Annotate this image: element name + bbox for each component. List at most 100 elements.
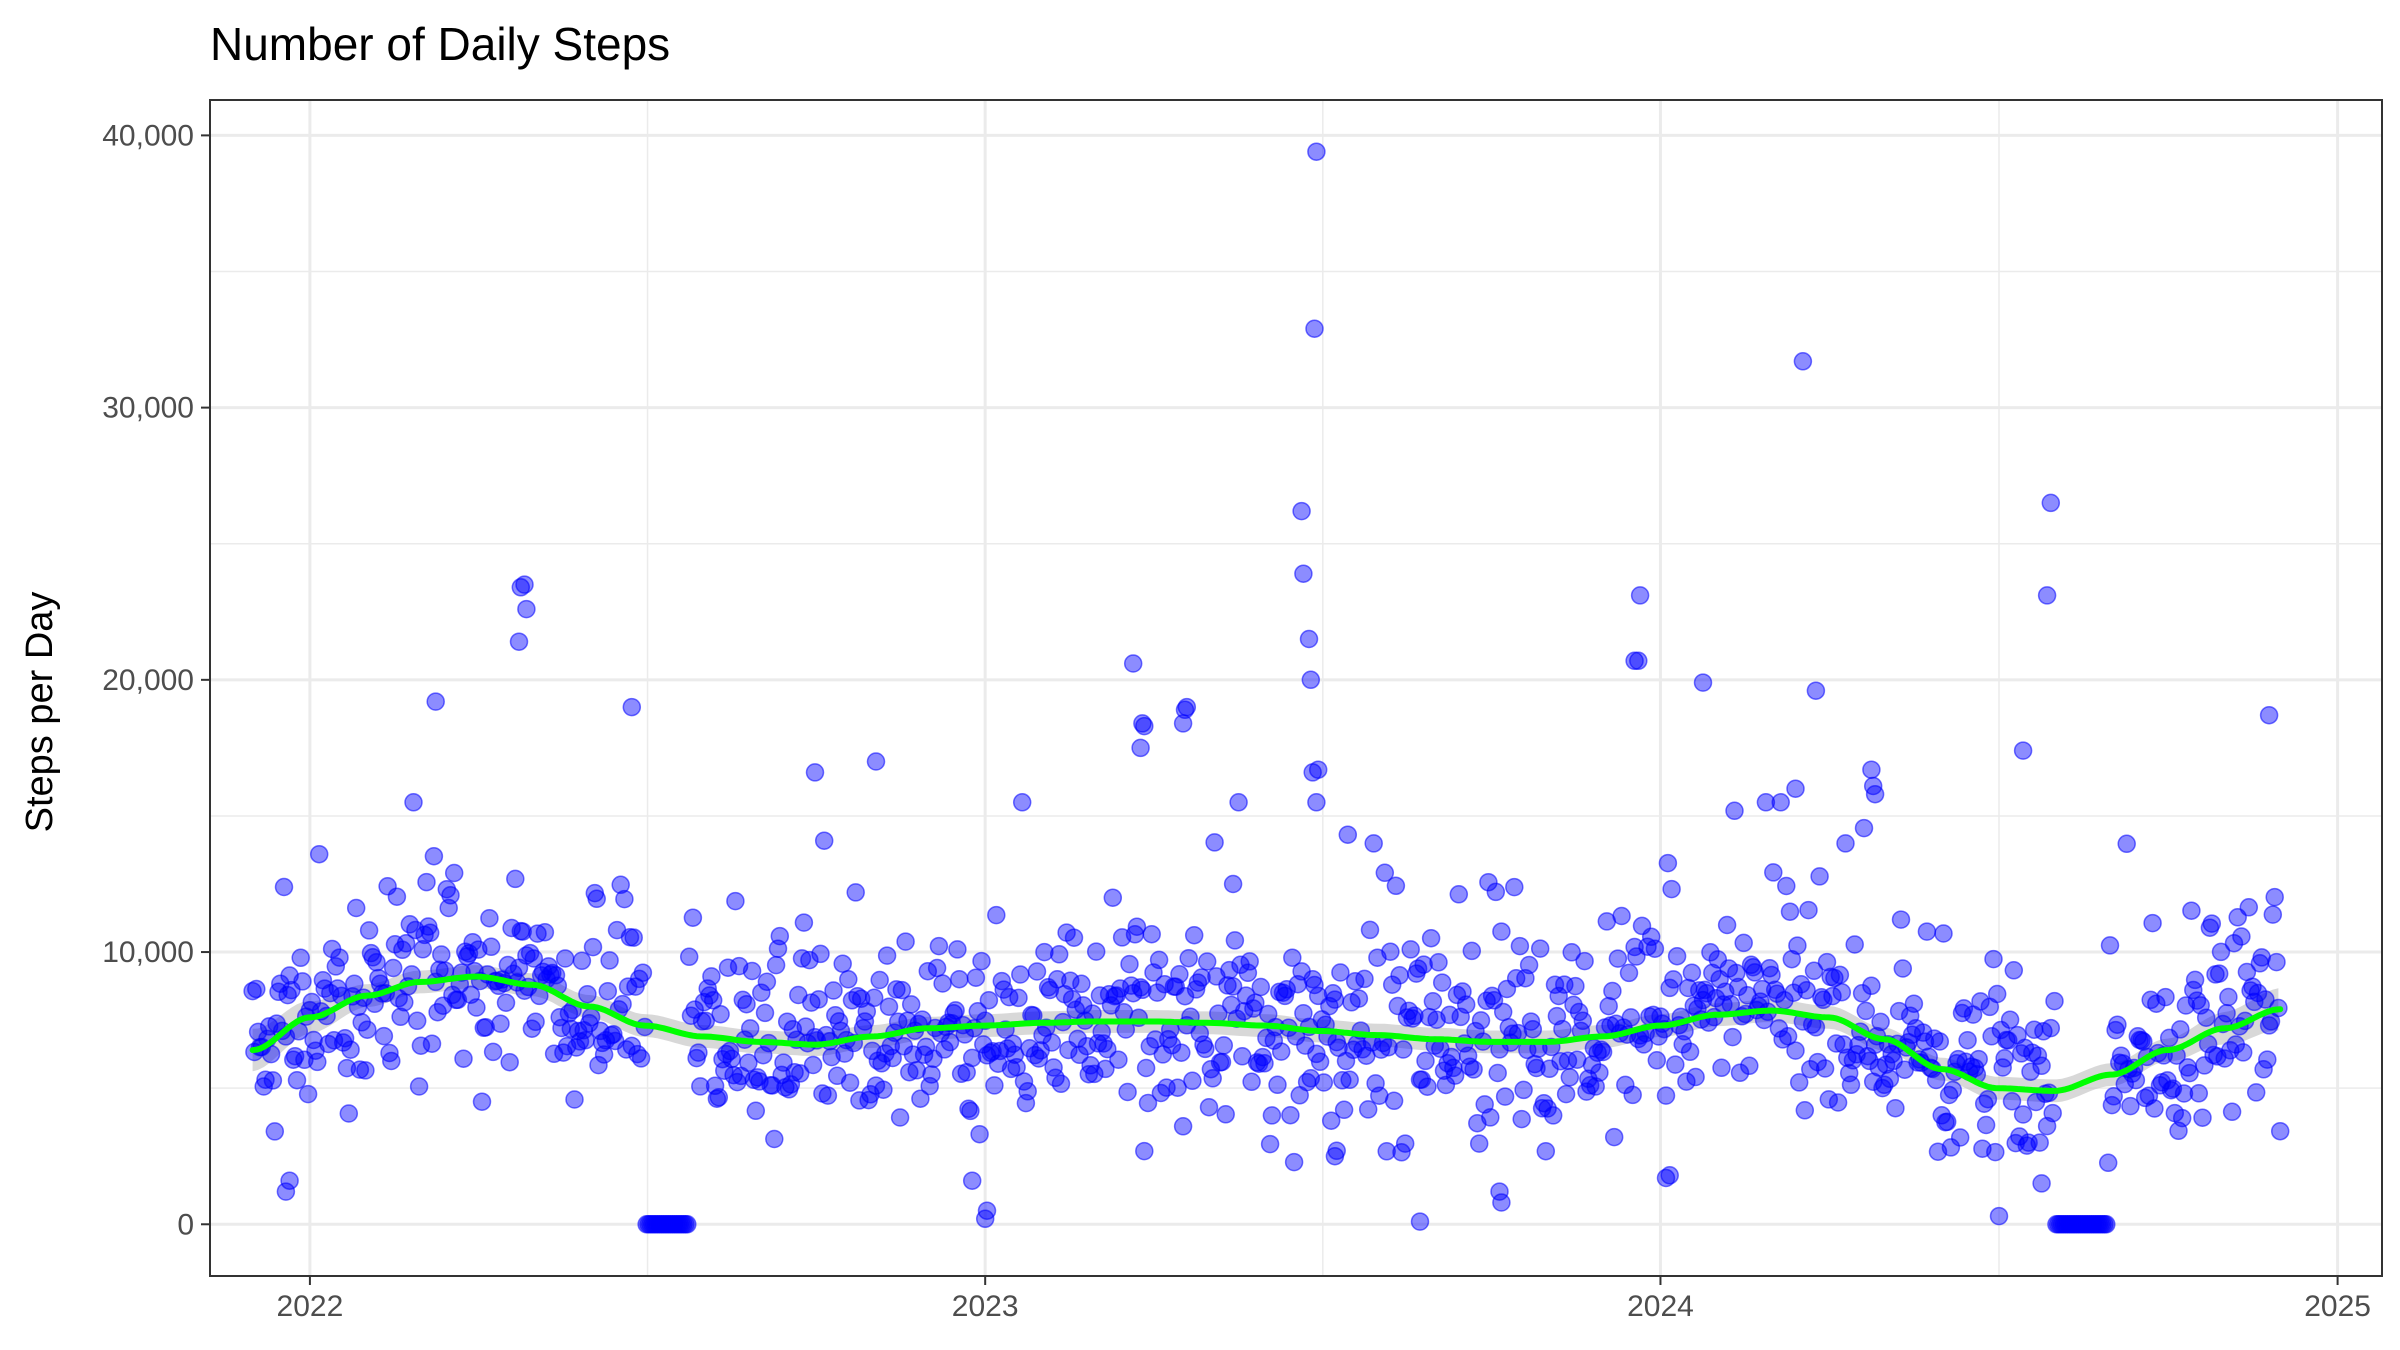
step-point [248, 1022, 268, 1042]
step-point [1088, 1034, 1108, 1053]
step-point [589, 1055, 608, 1075]
step-point [1658, 853, 1678, 873]
step-point [979, 990, 999, 1010]
step-point [2126, 1070, 2146, 1090]
step-point [1414, 955, 1433, 974]
step-point [702, 967, 721, 986]
step-point [1619, 963, 1639, 983]
step-point [2172, 1108, 2192, 1128]
step-point [395, 993, 414, 1012]
step-point [1971, 992, 1990, 1011]
step-point [1697, 984, 1716, 1003]
step-point [1662, 879, 1681, 899]
step-point [1773, 1030, 1792, 1049]
step-point [711, 1004, 730, 1024]
step-point [1462, 941, 1482, 961]
step-point [2211, 942, 2231, 962]
step-point [513, 922, 532, 941]
step-point [1135, 1141, 1154, 1161]
step-point [1530, 939, 1550, 958]
step-point [631, 1049, 651, 1068]
step-point [2156, 987, 2175, 1007]
step-point [1590, 1063, 1609, 1082]
step-point [1828, 1093, 1848, 1112]
step-point [922, 1065, 941, 1084]
y-tick-label: 30,000 [102, 392, 194, 425]
step-point [615, 889, 634, 909]
step-point [1512, 1109, 1531, 1129]
step-point [961, 1101, 980, 1121]
step-point [1934, 924, 1953, 943]
step-point [1801, 1059, 1820, 1079]
step-point [1723, 1027, 1742, 1047]
step-point [1493, 1002, 1513, 1022]
step-point [330, 948, 349, 967]
step-point [1314, 1073, 1334, 1092]
step-point [1978, 1089, 1998, 1109]
step-point [1712, 1058, 1731, 1078]
y-tick-label: 0 [177, 1208, 194, 1241]
step-point [870, 970, 889, 990]
step-point [1123, 654, 1143, 673]
step-point [254, 1077, 273, 1096]
step-point [1693, 673, 1713, 692]
step-point [755, 1003, 775, 1023]
step-point [1127, 917, 1147, 936]
step-point [2259, 705, 2279, 725]
step-point [740, 1019, 760, 1038]
step-point [1011, 965, 1030, 984]
step-point [1941, 1138, 1961, 1157]
step-point [811, 944, 830, 964]
step-point [709, 1088, 729, 1107]
step-point [506, 869, 525, 889]
step-point [757, 972, 777, 992]
confidence-band-area [252, 965, 2279, 1103]
step-point [1623, 1085, 1642, 1105]
step-point [2013, 741, 2033, 760]
step-point [1865, 784, 1885, 804]
step-point [2232, 927, 2251, 946]
step-point [498, 955, 518, 975]
step-point [1666, 1055, 1685, 1074]
step-point [839, 970, 858, 989]
step-point [467, 998, 486, 1017]
step-point [1523, 1019, 1543, 1039]
step-point [1238, 963, 1258, 983]
step-point [1292, 501, 1311, 521]
step-point [1135, 716, 1154, 736]
step-point [1068, 1029, 1087, 1049]
step-point [535, 922, 555, 942]
step-point [1664, 970, 1683, 989]
step-point [1575, 951, 1594, 971]
step-point [2270, 1121, 2290, 1141]
step-point [2145, 1099, 2164, 1118]
step-point [2217, 1004, 2236, 1023]
step-point [1355, 969, 1374, 989]
step-point [920, 1076, 939, 1096]
step-point [1216, 1105, 1235, 1124]
step-point [1852, 984, 1872, 1003]
step-point [1168, 1078, 1187, 1097]
step-point [247, 979, 266, 999]
step-point [1788, 936, 1807, 955]
step-point [1299, 629, 1319, 649]
step-point [972, 951, 991, 971]
step-point [2004, 961, 2024, 980]
step-point [824, 981, 843, 1000]
step-point [576, 1030, 595, 1050]
step-point [291, 948, 310, 968]
step-point [1727, 963, 1746, 983]
step-point [1042, 1033, 1062, 1052]
step-point [1814, 990, 1833, 1010]
step-point [1240, 952, 1259, 971]
step-point [818, 1086, 838, 1105]
step-point [1086, 942, 1106, 961]
step-point [1133, 980, 1152, 1000]
step-point [985, 1076, 1004, 1095]
step-point [1327, 1141, 1346, 1161]
step-point [1294, 564, 1313, 583]
step-point [459, 944, 479, 963]
step-point [1871, 1012, 1890, 1032]
step-point [896, 932, 915, 951]
step-point [2117, 834, 2136, 854]
